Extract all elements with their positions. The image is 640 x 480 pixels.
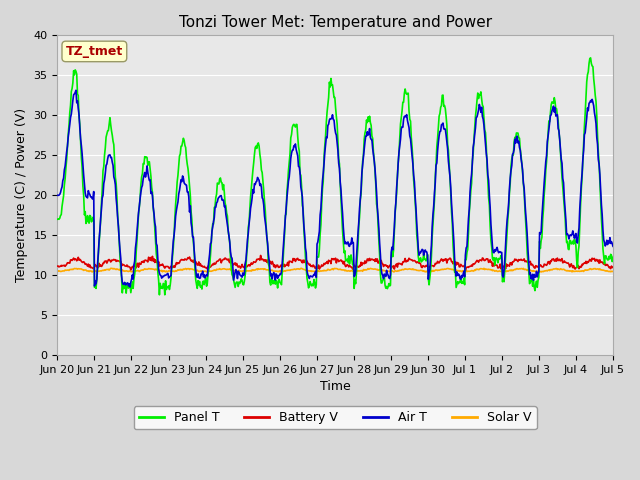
Text: TZ_tmet: TZ_tmet: [66, 45, 123, 58]
X-axis label: Time: Time: [320, 381, 351, 394]
Legend: Panel T, Battery V, Air T, Solar V: Panel T, Battery V, Air T, Solar V: [134, 406, 536, 429]
Y-axis label: Temperature (C) / Power (V): Temperature (C) / Power (V): [15, 108, 28, 282]
Title: Tonzi Tower Met: Temperature and Power: Tonzi Tower Met: Temperature and Power: [179, 15, 492, 30]
